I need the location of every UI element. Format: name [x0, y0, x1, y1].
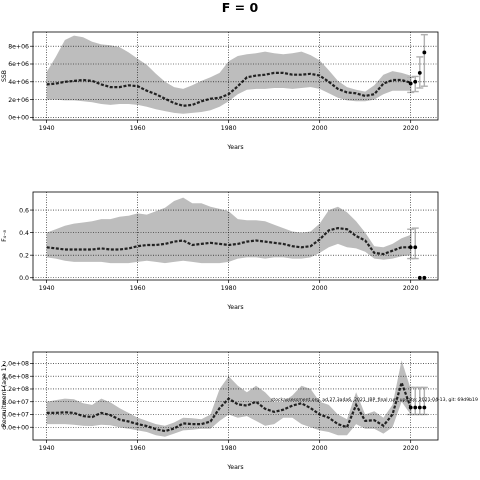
- x-tick-label: 1940: [39, 285, 55, 292]
- x-tick-label: 1940: [39, 445, 55, 452]
- y-tick-label: 0.2: [19, 252, 29, 259]
- x-axis-label: Years: [226, 464, 243, 471]
- y-tick-label: 6e+06: [8, 61, 29, 68]
- x-tick-label: 2000: [312, 125, 328, 132]
- x-tick-label: 2020: [403, 445, 419, 452]
- y-tick-label: 2.0e+08: [2, 361, 29, 368]
- y-tick-label: 2e+06: [8, 97, 29, 104]
- x-tick-label: 1980: [221, 125, 237, 132]
- data-point: [422, 50, 427, 55]
- provenance-annotation: stockassessment.org, ad.27.3a4a6, 2021_I…: [271, 397, 478, 403]
- y-tick-label: 1.6e+08: [2, 373, 29, 380]
- y-tick-label: 0.6: [19, 207, 29, 214]
- x-axis-label: Years: [226, 144, 243, 151]
- y-tick-label: 0.4: [19, 230, 29, 237]
- ssb-panel: 1940 1960 1980 2000 2020 0e+00 2e+06 4e+06 6e+06…: [1, 31, 439, 151]
- data-point: [408, 81, 413, 86]
- y-tick-label: 1.2e+08: [2, 386, 29, 393]
- data-point: [417, 275, 422, 280]
- data-point: [422, 275, 427, 280]
- x-tick-label: 2020: [403, 125, 419, 132]
- y-tick-label: 0e+00: [8, 115, 29, 122]
- x-tick-label: 2000: [312, 445, 328, 452]
- data-point: [413, 245, 418, 250]
- x-tick-label: 1960: [130, 125, 146, 132]
- axes-frame: [32, 351, 439, 441]
- y-tick-label: 4.0e+07: [2, 412, 29, 419]
- y-axis-label: F₄₋₈: [1, 230, 8, 242]
- x-axis-label: Years: [226, 304, 243, 311]
- data-point: [422, 405, 427, 410]
- x-tick-label: 1960: [130, 445, 146, 452]
- axes-frame: [32, 191, 439, 281]
- figure-title: F = 0: [222, 0, 259, 15]
- x-tick-label: 2020: [403, 285, 419, 292]
- recruitment-panel: 1940 1960 1980 2000 2020 0.0e+00 4.0e+07 8.0e+0…: [1, 351, 439, 471]
- y-axis-label: Recruitment (age 1): [1, 365, 8, 427]
- x-tick-label: 1980: [221, 285, 237, 292]
- data-point: [413, 79, 418, 84]
- y-tick-label: 4e+06: [8, 79, 29, 86]
- y-tick-label: 8e+06: [8, 43, 29, 50]
- x-tick-label: 1940: [39, 125, 55, 132]
- median-line: [46, 71, 412, 107]
- y-tick-label: 0.0: [19, 275, 29, 282]
- data-point: [413, 405, 418, 410]
- x-tick-label: 1960: [130, 285, 146, 292]
- y-axis-label: SSB: [1, 70, 8, 82]
- data-point: [417, 405, 422, 410]
- y-tick-label: 8.0e+07: [2, 399, 29, 406]
- axes-frame: [32, 31, 439, 121]
- median-line: [46, 379, 412, 433]
- x-tick-label: 2000: [312, 285, 328, 292]
- y-tick-label: 0.0e+00: [2, 424, 29, 431]
- data-point: [417, 70, 422, 75]
- fishing-mortality-panel: 1940 1960 1980 2000 2020 0.0 0.2 0.4 0.6 Years F₄₋…: [1, 191, 439, 311]
- x-tick-label: 1980: [221, 445, 237, 452]
